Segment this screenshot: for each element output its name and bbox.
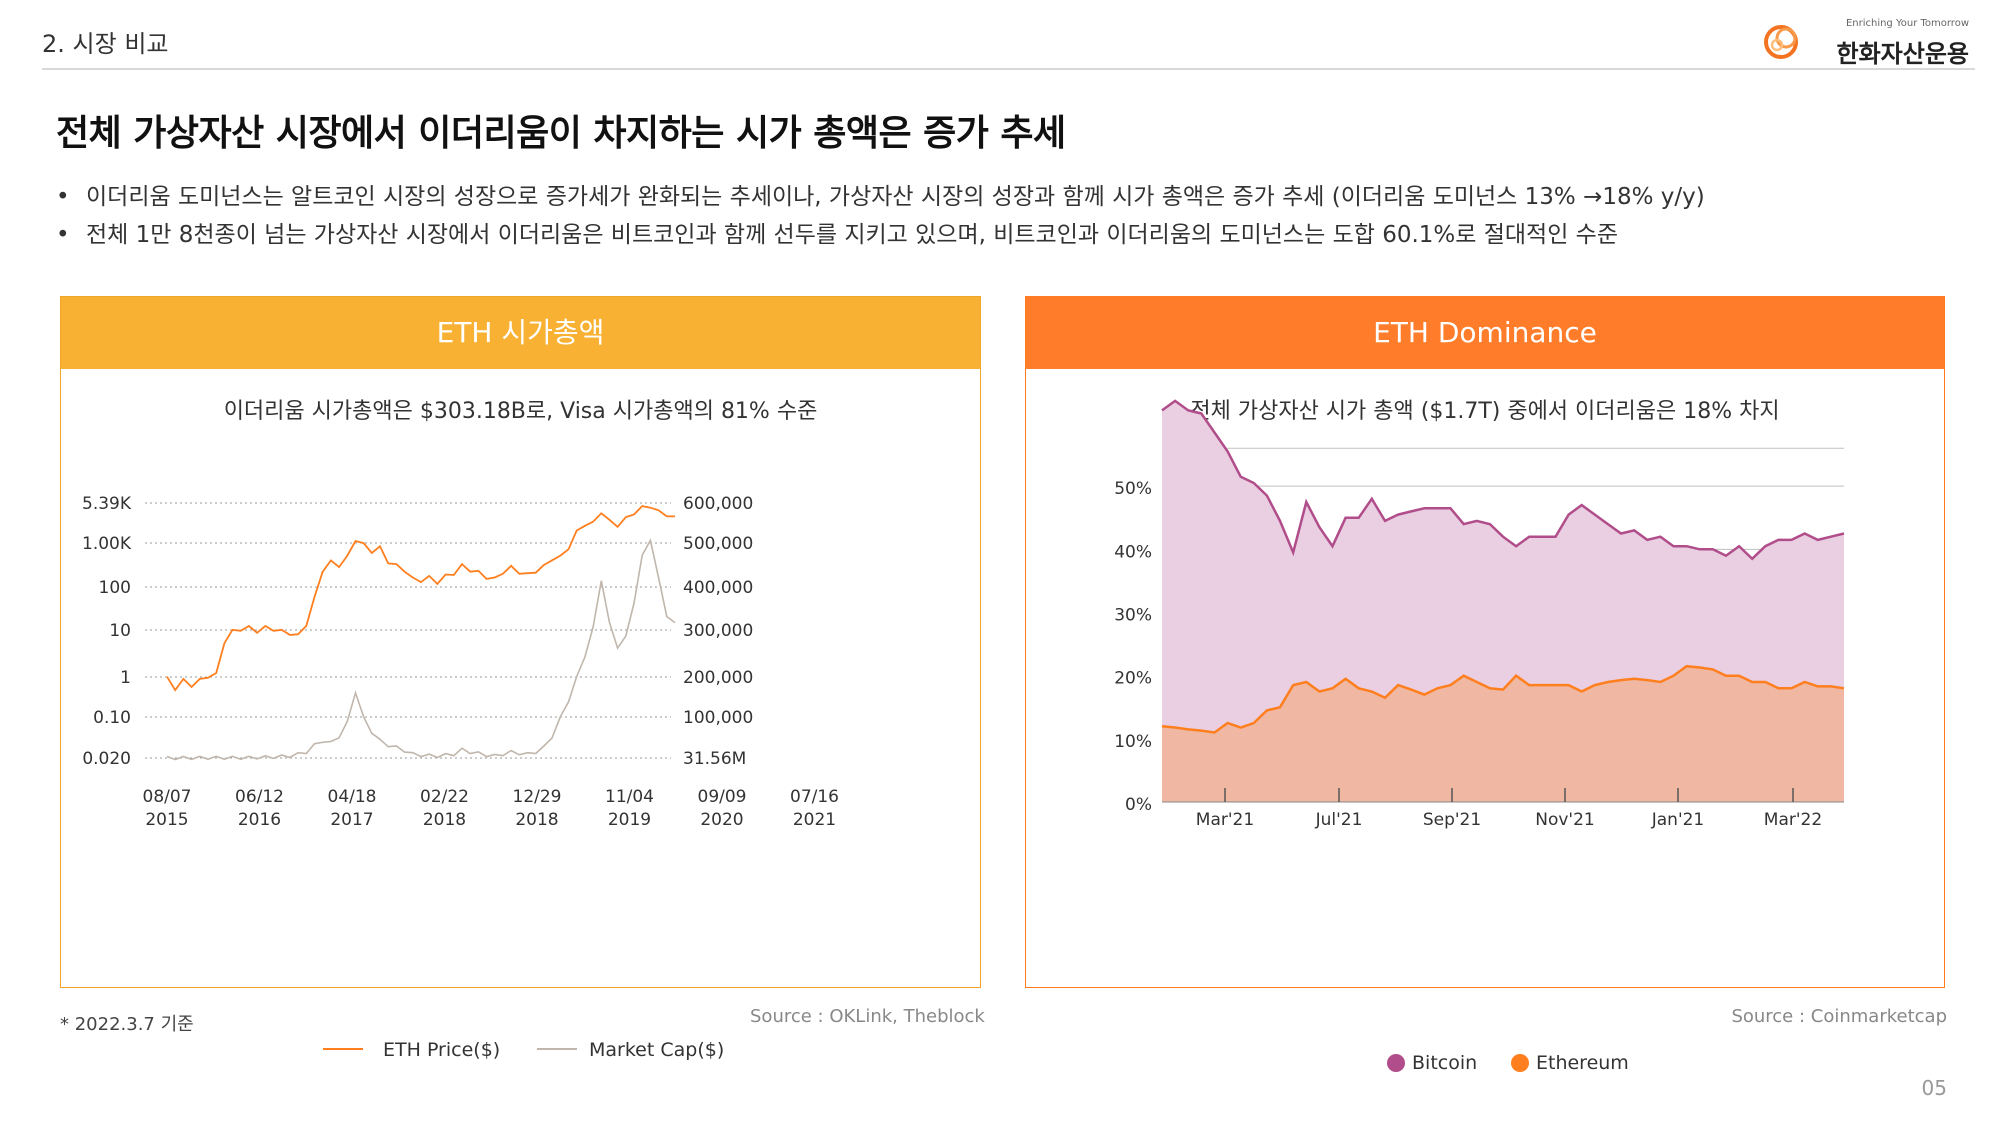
y-tick-label: 30% — [1114, 606, 1152, 626]
x-tick-label: 04/18 — [328, 787, 377, 807]
x-tick-label: 08/07 — [143, 787, 192, 807]
y-tick-right: 400,000 — [683, 578, 753, 598]
x-tick-label: Sep'21 — [1423, 810, 1481, 830]
eth-market-cap-panel: ETH 시가총액 이더리움 시가총액은 $303.18B로, Visa 시가총액… — [60, 296, 981, 1061]
chart-legend: ETH Price($) Market Cap($) — [323, 1039, 724, 1061]
y-tick-left: 5.39K — [82, 494, 132, 514]
bullet-item: 이더리움 도미넌스는 알트코인 시장의 성장으로 증가세가 완화되는 추세이나,… — [56, 178, 1705, 216]
company-logo: Enriching Your Tomorrow 한화자산운용 — [1759, 16, 1969, 68]
series-line-ethereum — [1161, 664, 1845, 734]
logo-name: 한화자산운용 — [1836, 40, 1969, 68]
y-tick-right: 200,000 — [683, 668, 753, 688]
x-tick-label: 06/12 — [235, 787, 284, 807]
page-number: 05 — [1921, 1076, 1947, 1100]
source-right: Source : Coinmarketcap — [1731, 1006, 1947, 1027]
eth-dominance-panel: ETH Dominance 전체 가상자산 시가 총액 ($1.7T) 중에서 … — [1025, 296, 1945, 1074]
x-tick-label: 2020 — [700, 810, 743, 830]
header-divider — [42, 68, 1975, 70]
y-tick-label: 10% — [1114, 732, 1152, 752]
panel-subtitle: 전체 가상자산 시가 총액 ($1.7T) 중에서 이더리움은 18% 차지 — [1190, 399, 1780, 424]
y-tick-left: 100 — [99, 578, 131, 598]
y-tick-right: 31.56M — [683, 749, 746, 769]
series-line-bitcoin — [1161, 399, 1845, 561]
page-title: 전체 가상자산 시장에서 이더리움이 차지하는 시가 총액은 증가 추세 — [56, 113, 1066, 154]
series-line-market-cap — [166, 538, 676, 761]
x-tick-label: 02/22 — [420, 787, 469, 807]
y-tick-right: 300,000 — [683, 621, 753, 641]
bullet-item: 전체 1만 8천종이 넘는 가상자산 시장에서 이더리움은 비트코인과 함께 선… — [56, 216, 1705, 254]
series-area-ethereum — [1162, 666, 1844, 802]
y-tick-label: 50% — [1114, 479, 1152, 499]
x-tick-label: 12/29 — [513, 787, 562, 807]
legend-label-ethereum: Ethereum — [1536, 1052, 1629, 1074]
y-tick-left: 1.00K — [82, 534, 132, 554]
panel-title: ETH Dominance — [1026, 297, 1944, 369]
x-tick-label: 2021 — [793, 810, 836, 830]
x-tick-label: 2018 — [515, 810, 558, 830]
x-tick-label: 2017 — [330, 810, 373, 830]
y-tick-label: 0% — [1125, 795, 1152, 815]
eth-market-cap-chart: 5.39K 1.00K 100 10 1 0.10 0.020 600,000 500,000… — [82, 494, 839, 1061]
legend-label-market-cap: Market Cap($) — [589, 1039, 724, 1061]
panel-title: ETH 시가총액 — [61, 297, 980, 369]
bullet-list: 이더리움 도미넌스는 알트코인 시장의 성장으로 증가세가 완화되는 추세이나,… — [56, 178, 1705, 254]
x-tick-label: 07/16 — [790, 787, 839, 807]
legend-swatch-ethereum — [1511, 1054, 1529, 1072]
y-tick-left: 1 — [120, 668, 131, 688]
legend-label-bitcoin: Bitcoin — [1412, 1052, 1477, 1074]
x-tick-label: 2018 — [423, 810, 466, 830]
logo-tagline: Enriching Your Tomorrow — [1845, 18, 1969, 29]
footnote: * 2022.3.7 기준 — [60, 1014, 194, 1035]
y-tick-label: 40% — [1114, 542, 1152, 562]
legend-swatch-bitcoin — [1387, 1054, 1405, 1072]
x-tick-label: 09/09 — [698, 787, 747, 807]
section-label: 2. 시장 비교 — [42, 30, 169, 58]
y-tick-left: 0.020 — [82, 749, 131, 769]
x-tick-label: 2019 — [608, 810, 651, 830]
x-tick-label: Mar'21 — [1196, 810, 1254, 830]
y-tick-left: 10 — [109, 621, 131, 641]
y-tick-left: 0.10 — [93, 708, 131, 728]
source-left: Source : OKLink, Theblock — [750, 1006, 985, 1027]
x-tick-label: 2016 — [238, 810, 281, 830]
x-tick-label: Jan'21 — [1651, 810, 1705, 830]
y-tick-right: 500,000 — [683, 534, 753, 554]
x-tick-label: 2015 — [145, 810, 188, 830]
y-tick-right: 600,000 — [683, 494, 753, 514]
series-line-eth-price — [166, 505, 675, 692]
x-tick-label: 11/04 — [605, 787, 654, 807]
legend-label-eth: ETH Price($) — [383, 1039, 500, 1061]
y-tick-right: 100,000 — [683, 708, 753, 728]
x-tick-label: Mar'22 — [1764, 810, 1822, 830]
hanwha-logo-icon — [1764, 25, 1798, 59]
chart-legend: Bitcoin Ethereum — [1387, 1052, 1629, 1074]
eth-dominance-chart: 50% 40% 30% 20% 10% 0% Mar'21 Jul'21 Sep'21 Nov'… — [1114, 399, 1845, 1074]
x-tick-label: Jul'21 — [1315, 810, 1363, 830]
y-tick-label: 20% — [1114, 669, 1152, 689]
x-tick-label: Nov'21 — [1535, 810, 1594, 830]
panel-subtitle: 이더리움 시가총액은 $303.18B로, Visa 시가총액의 81% 수준 — [223, 399, 818, 424]
